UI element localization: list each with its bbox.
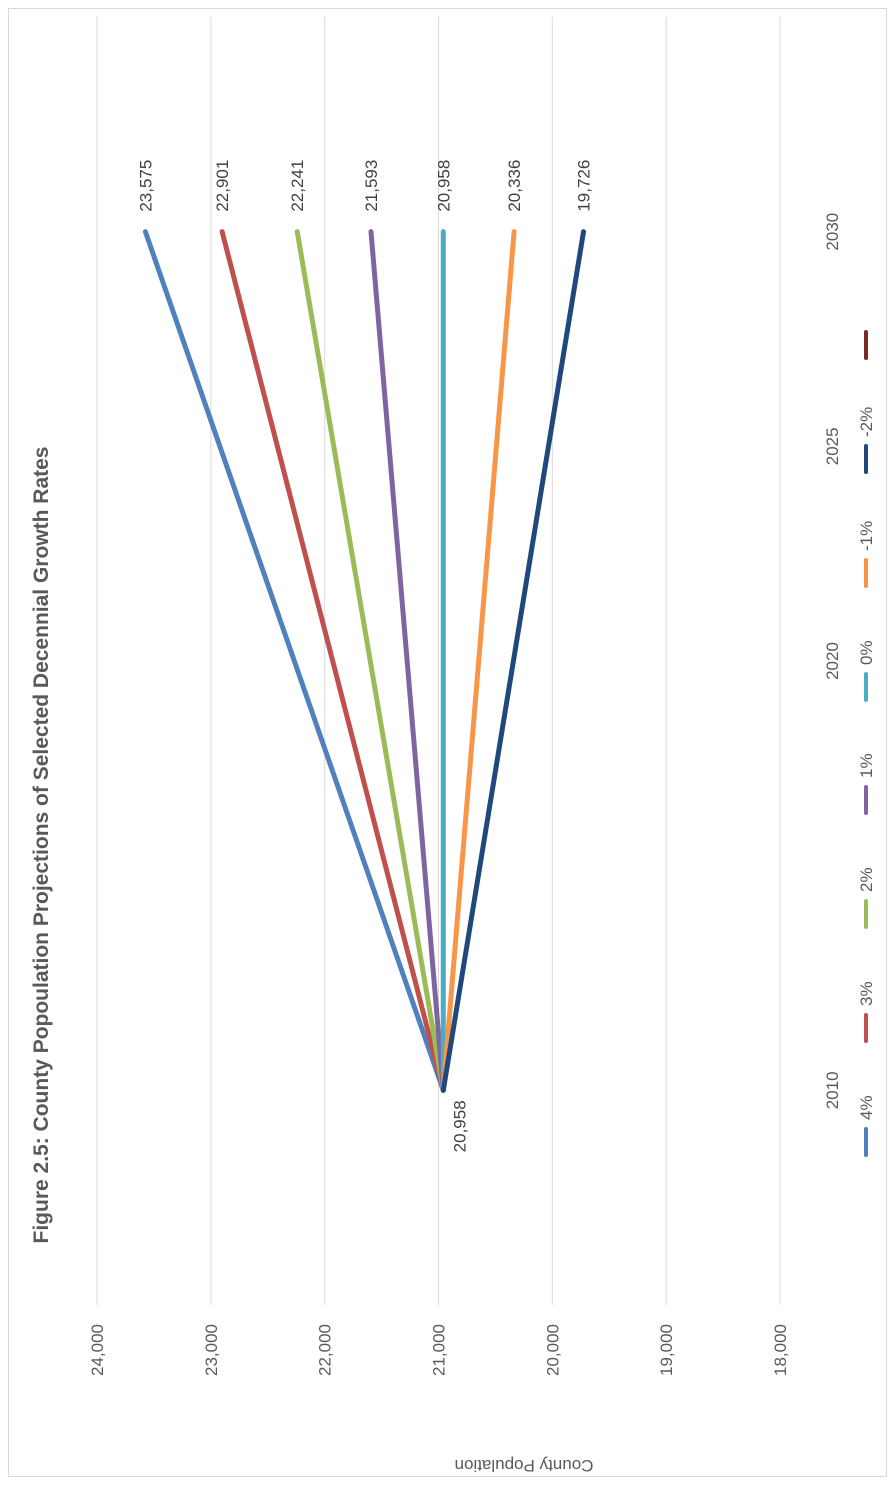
series-line-minus1pct: [440, 229, 517, 1093]
legend-label-0pct: 0%: [857, 640, 876, 665]
legend-label-4pct: 4%: [857, 1095, 876, 1120]
series-line-3pct: [219, 229, 446, 1093]
series-line-4pct: [142, 229, 446, 1093]
y-tick-label: 18,000: [771, 1324, 790, 1376]
x-tick-labels: 2010 2020 2025 2030: [823, 213, 842, 1109]
x-tick-label: 2030: [823, 213, 842, 251]
series-line-2pct: [294, 229, 446, 1093]
series-line-minus2pct: [440, 229, 587, 1093]
data-label-minus1pct: 20,336: [505, 160, 524, 212]
data-label-2pct: 22,241: [288, 160, 307, 212]
gridlines: [96, 17, 781, 1305]
data-labels: 23,575 22,901 22,241 21,593 20,958 20,336 19,7…: [136, 160, 593, 1153]
series-lines: [142, 229, 587, 1093]
data-label-4pct: 23,575: [136, 160, 155, 212]
x-tick-label: 2010: [823, 1071, 842, 1109]
data-label-1pct: 21,593: [362, 160, 381, 212]
y-tick-label: 22,000: [316, 1324, 335, 1376]
y-tick-label: 24,000: [88, 1324, 107, 1376]
data-label-3pct: 22,901: [213, 160, 232, 212]
legend-label-1pct: 1%: [857, 753, 876, 778]
legend-label-3pct: 3%: [857, 981, 876, 1006]
series-line-1pct: [368, 229, 446, 1093]
legend: 4% 3% 2% 1% 0% -1% -2%: [857, 330, 876, 1157]
data-label-start: 20,958: [450, 1100, 469, 1152]
data-label-0pct: 20,958: [434, 160, 453, 212]
x-tick-label: 2020: [823, 642, 842, 680]
x-tick-label: 2025: [823, 427, 842, 465]
y-axis-title: County Population: [455, 1456, 594, 1475]
legend-label-2pct: 2%: [857, 867, 876, 892]
y-tick-label: 20,000: [543, 1324, 562, 1376]
chart-title: Figure 2.5: County Popoulation Projectio…: [30, 447, 53, 1244]
y-tick-label: 23,000: [202, 1324, 221, 1376]
y-tick-labels: 18,000 19,000 20,000 21,000 22,000 23,000 24,0…: [88, 1324, 790, 1376]
legend-label-minus1pct: -1%: [857, 521, 876, 551]
y-tick-label: 19,000: [657, 1324, 676, 1376]
data-label-minus2pct: 19,726: [575, 160, 594, 212]
legend-label-minus2pct: -2%: [857, 407, 876, 437]
y-tick-label: 21,000: [430, 1324, 449, 1376]
